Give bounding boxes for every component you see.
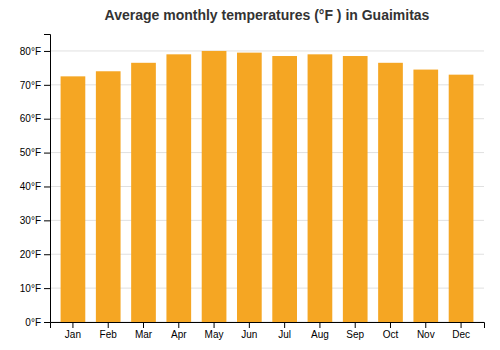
bar — [237, 53, 262, 322]
tick-label: 10°F — [20, 283, 41, 294]
tick: Aug — [311, 322, 329, 340]
y-axis: 0°F 10°F 20°F 30°F 40°F 50°F 60°F 70°F 80°F — [20, 35, 51, 328]
tick: Feb — [100, 322, 118, 340]
bar — [61, 76, 86, 322]
bar — [131, 63, 156, 322]
tick-mark — [44, 51, 50, 52]
tick: May — [205, 322, 224, 340]
bar — [378, 63, 403, 322]
tick-mark — [44, 254, 50, 255]
tick-mark — [44, 119, 50, 120]
tick-label: Jul — [278, 329, 291, 340]
tick: Sep — [346, 322, 364, 340]
tick-label: Nov — [417, 329, 435, 340]
tick: 40°F — [20, 181, 50, 192]
bar — [413, 70, 438, 322]
bar — [449, 75, 474, 322]
tick-label: 30°F — [20, 215, 41, 226]
tick-label: Sep — [346, 329, 364, 340]
bar — [96, 71, 121, 322]
chart: 0°F 10°F 20°F 30°F 40°F 50°F 60°F 70°F 80°F Jan Fe… — [0, 0, 500, 350]
bar — [308, 54, 333, 322]
tick: 0°F — [25, 317, 50, 328]
tick-mark — [214, 322, 215, 328]
tick: Nov — [417, 322, 435, 340]
bar — [272, 56, 297, 322]
x-axis: Jan Feb Mar Apr May Jun Jul Aug Sep Oct Nov Dec — [51, 322, 485, 340]
tick-mark — [108, 322, 109, 328]
tick-mark — [284, 322, 285, 328]
tick-label: Mar — [135, 329, 153, 340]
bar — [166, 54, 191, 322]
tick: Jan — [65, 322, 81, 340]
grid-line — [50, 50, 484, 51]
tick-mark — [355, 322, 356, 328]
tick: Dec — [452, 322, 470, 340]
tick-label: 50°F — [20, 147, 41, 158]
tick-label: Feb — [100, 329, 118, 340]
tick: 60°F — [20, 113, 50, 124]
tick-label: 70°F — [20, 80, 41, 91]
tick-mark — [72, 322, 73, 328]
tick-mark — [44, 153, 50, 154]
tick-label: 80°F — [20, 46, 41, 57]
tick-label: Jan — [65, 329, 81, 340]
bar — [343, 56, 368, 322]
tick: 50°F — [20, 147, 50, 158]
tick: Mar — [135, 322, 153, 340]
tick: Oct — [383, 322, 399, 340]
bar — [202, 51, 227, 322]
tick: 80°F — [20, 46, 50, 57]
tick-label: 0°F — [25, 317, 41, 328]
tick-mark — [249, 322, 250, 328]
tick-label: Oct — [383, 329, 399, 340]
tick: Jul — [278, 322, 291, 340]
tick-label: 40°F — [20, 181, 41, 192]
tick-label: 20°F — [20, 249, 41, 260]
tick-label: Aug — [311, 329, 329, 340]
tick: Apr — [171, 322, 187, 340]
tick: 70°F — [20, 80, 50, 91]
tick-mark — [44, 85, 50, 86]
tick: 30°F — [20, 215, 50, 226]
tick-mark — [143, 322, 144, 328]
tick-mark — [425, 322, 426, 328]
tick-label: 60°F — [20, 113, 41, 124]
tick: 20°F — [20, 249, 50, 260]
tick-label: Dec — [452, 329, 470, 340]
tick-mark — [44, 220, 50, 221]
tick-mark — [461, 322, 462, 328]
tick-mark — [178, 322, 179, 328]
tick-mark — [44, 186, 50, 187]
tick-label: Apr — [171, 329, 187, 340]
tick-mark — [390, 322, 391, 328]
plot: 0°F 10°F 20°F 30°F 40°F 50°F 60°F 70°F 80°F Jan Fe… — [20, 35, 485, 341]
tick: 10°F — [20, 283, 50, 294]
axis-line — [44, 35, 51, 323]
tick-label: May — [205, 329, 224, 340]
axis-line — [51, 323, 485, 329]
title: Average monthly temperatures (°F ) in Gu… — [105, 7, 430, 23]
tick-mark — [44, 322, 50, 323]
grid — [50, 51, 484, 322]
tick-mark — [44, 288, 50, 289]
tick-mark — [319, 322, 320, 328]
bars — [61, 51, 474, 322]
tick: Jun — [241, 322, 257, 340]
tick-label: Jun — [241, 329, 257, 340]
